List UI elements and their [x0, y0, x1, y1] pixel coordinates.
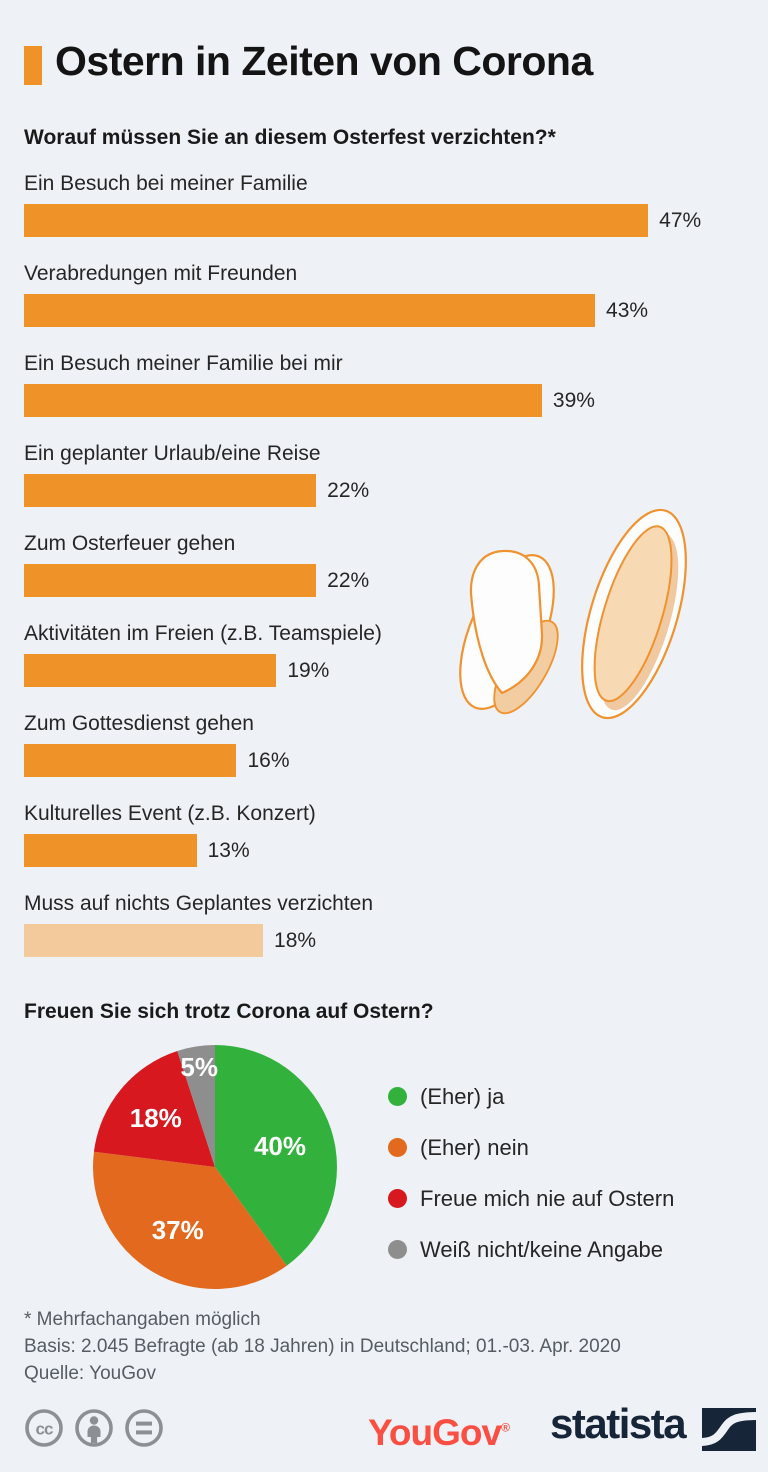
legend-dot-icon [388, 1087, 407, 1106]
bar-label: Verabredungen mit Freunden [24, 262, 298, 285]
legend-dot-icon [388, 1189, 407, 1208]
pie-chart-question: Freuen Sie sich trotz Corona auf Ostern? [24, 1000, 434, 1023]
bar-value: 13% [207, 838, 250, 862]
bar-row: Ein geplanter Urlaub/eine Reise 22% [24, 440, 744, 507]
yougov-logo: YouGov® [368, 1412, 510, 1454]
legend-label: Weiß nicht/keine Angabe [420, 1236, 663, 1262]
legend-item: (Eher) ja [388, 1082, 674, 1111]
bar [24, 564, 317, 597]
bar [24, 384, 542, 417]
page-title: Ostern in Zeiten von Corona [55, 38, 593, 84]
bar-row: Zum Osterfeuer gehen 22% [24, 530, 744, 597]
pie-slice [93, 1050, 215, 1167]
bar-row: Verabredungen mit Freunden 43% [24, 260, 744, 327]
pie-slice [177, 1045, 215, 1167]
bar [24, 294, 596, 327]
bar-row: Muss auf nichts Geplantes verzichten 18% [24, 890, 744, 957]
pie-slice-label: 40% [254, 1131, 306, 1161]
title-accent-block [24, 46, 42, 85]
statista-logo-icon [702, 1408, 756, 1451]
legend-item: Weiß nicht/keine Angabe [388, 1235, 674, 1264]
bar [24, 474, 317, 507]
pie-slice-label: 37% [152, 1215, 204, 1245]
bar-value: 16% [247, 748, 290, 772]
legend-dot-icon [388, 1138, 407, 1157]
bar-row: Ein Besuch meiner Familie bei mir 39% [24, 350, 744, 417]
bar-row: Kulturelles Event (z.B. Konzert) 13% [24, 800, 744, 867]
cc-icon: cc [25, 1409, 63, 1447]
legend-dot-icon [388, 1240, 407, 1259]
registered-mark: ® [501, 1420, 510, 1435]
footnotes: * Mehrfachangaben möglich Basis: 2.045 B… [24, 1306, 621, 1387]
bar-value: 39% [552, 388, 595, 412]
bunny-ears-icon [459, 508, 687, 720]
bar-value: 22% [327, 478, 370, 502]
bar-value: 18% [274, 928, 317, 952]
bar-label: Kulturelles Event (z.B. Konzert) [24, 802, 316, 825]
svg-text:cc: cc [36, 1420, 53, 1439]
pie-legend: (Eher) ja (Eher) nein Freue mich nie auf O… [388, 1082, 674, 1286]
bar-chart: Ein Besuch bei meiner Familie 47% Verabred… [24, 170, 744, 980]
pie-slice [215, 1045, 337, 1266]
bar-label: Aktivitäten im Freien (z.B. Teamspiele) [24, 622, 382, 645]
footnote-multiple-answers: * Mehrfachangaben möglich [24, 1309, 261, 1330]
footnote-basis: Basis: 2.045 Befragte (ab 18 Jahren) in … [24, 1336, 621, 1357]
bar-label: Ein geplanter Urlaub/eine Reise [24, 442, 321, 465]
bar-label: Ein Besuch bei meiner Familie [24, 172, 308, 195]
bar-value: 47% [659, 208, 702, 232]
bar-row: Zum Gottesdienst gehen 16% [24, 710, 744, 777]
bar-label: Muss auf nichts Geplantes verzichten [24, 892, 374, 915]
equals-icon [125, 1409, 163, 1447]
statista-logo-text: statista [550, 1400, 687, 1447]
bar-label: Zum Osterfeuer gehen [24, 532, 236, 555]
license-icons: cc [25, 1409, 163, 1447]
legend-item: Freue mich nie auf Ostern [388, 1184, 674, 1213]
bar-value: 22% [327, 568, 370, 592]
bar [24, 834, 197, 867]
legend-label: (Eher) nein [420, 1134, 529, 1160]
yougov-logo-text: YouGov [368, 1412, 502, 1453]
bar-chart-question: Worauf müssen Sie an diesem Osterfest ve… [24, 126, 556, 149]
bar-value: 19% [287, 658, 330, 682]
bar [24, 744, 237, 777]
pie-slice-label: 18% [130, 1103, 182, 1133]
bar [24, 654, 277, 687]
pie-chart: 40% 37% 18% 5% [93, 1045, 337, 1289]
bar [24, 924, 264, 957]
bar [24, 204, 649, 237]
bar-row: Ein Besuch bei meiner Familie 47% [24, 170, 744, 237]
legend-label: Freue mich nie auf Ostern [420, 1185, 675, 1211]
attribution-person-icon [75, 1409, 113, 1447]
footnote-source: Quelle: YouGov [24, 1363, 157, 1384]
pie-slice-label: 5% [180, 1052, 218, 1082]
legend-item: (Eher) nein [388, 1133, 674, 1162]
bar-row: Aktivitäten im Freien (z.B. Teamspiele) 1… [24, 620, 744, 687]
bar-label: Ein Besuch meiner Familie bei mir [24, 352, 343, 375]
pie-slice [93, 1151, 287, 1289]
legend-label: (Eher) ja [420, 1083, 505, 1109]
bar-label: Zum Gottesdienst gehen [24, 712, 254, 735]
bar-value: 43% [606, 298, 649, 322]
